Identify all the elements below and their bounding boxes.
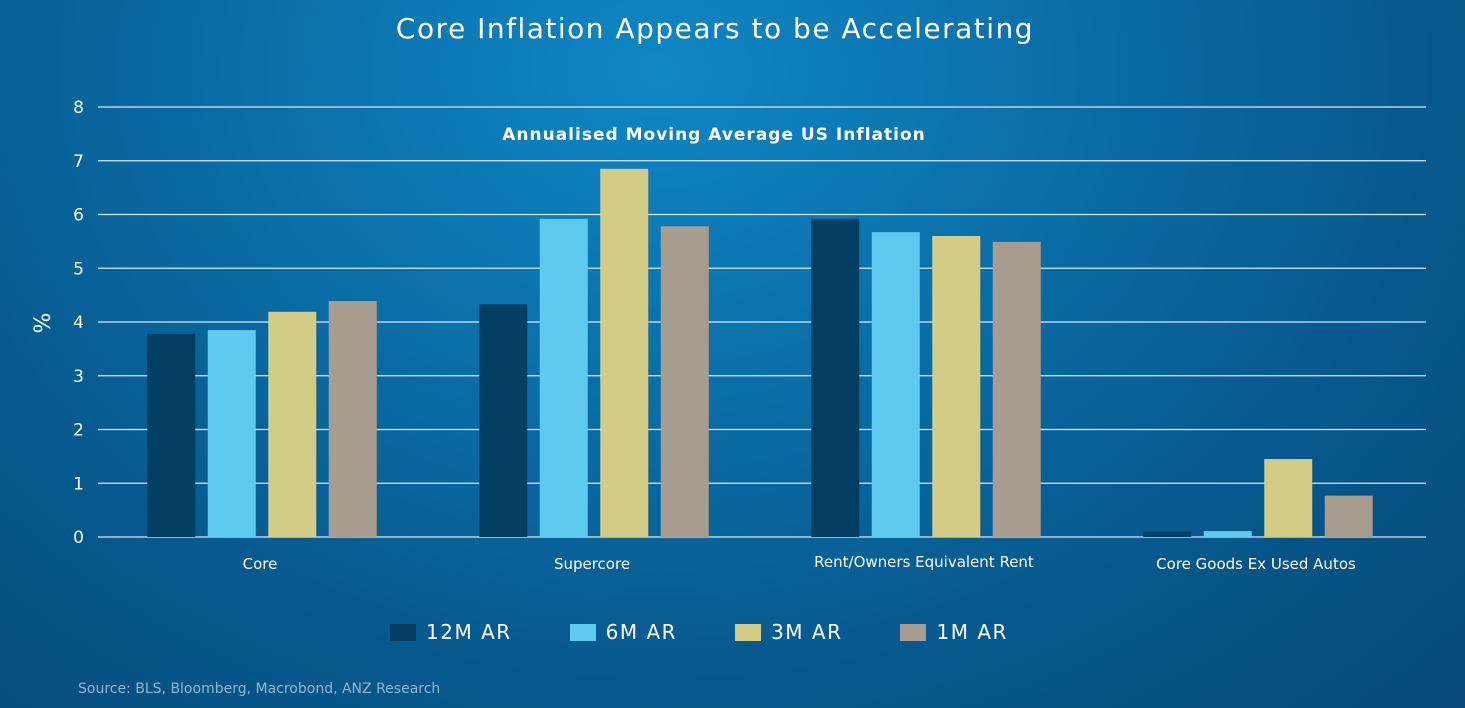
bar-6m-ar — [1203, 531, 1252, 537]
category-label: Core Goods Ex Used Autos — [1156, 555, 1356, 573]
y-tick-label: 8 — [73, 98, 84, 118]
bar-6m-ar — [871, 232, 920, 538]
legend-item: 3M AR — [735, 620, 842, 644]
y-tick-label: 2 — [73, 421, 84, 441]
legend-label: 3M AR — [771, 620, 843, 644]
y-tick-label: 1 — [73, 474, 84, 494]
legend: 12M AR 6M AR 3M AR 1M AR — [390, 620, 1066, 644]
legend-item: 1M AR — [900, 620, 1007, 644]
bar-3m-ar — [268, 311, 317, 537]
legend-swatch — [390, 623, 416, 641]
category-label: Supercore — [554, 555, 630, 573]
y-tick-label: 3 — [73, 367, 84, 387]
y-tick-label: 5 — [73, 259, 84, 279]
legend-label: 6M AR — [605, 620, 678, 644]
y-tick-label: 7 — [73, 152, 84, 172]
legend-swatch — [900, 623, 927, 641]
bar-1m-ar — [660, 226, 709, 537]
bar-12m-ar — [147, 333, 196, 537]
grid-lines — [98, 106, 1426, 538]
bar-12m-ar — [811, 218, 860, 538]
bar-3m-ar — [600, 168, 649, 537]
page-title: Core Inflation Appears to be Acceleratin… — [395, 12, 1035, 45]
bar-3m-ar — [932, 236, 981, 537]
bar-6m-ar — [207, 330, 256, 537]
category-labels: Core Supercore Rent/Owners Equivalent Rent… — [243, 553, 1356, 573]
legend-swatch — [569, 623, 596, 641]
bars — [147, 168, 1373, 538]
source-note: Source: BLS, Bloomberg, Macrobond, ANZ R… — [78, 681, 441, 697]
bar-6m-ar — [539, 218, 588, 538]
chart-subtitle: Annualised Moving Average US Inflation — [502, 125, 925, 145]
y-tick-label: 0 — [73, 528, 84, 548]
legend-swatch — [735, 623, 762, 641]
bar-3m-ar — [1264, 459, 1313, 537]
bar-12m-ar — [1143, 531, 1192, 537]
legend-label: 1M AR — [936, 620, 1008, 644]
legend-label: 12M AR — [426, 620, 512, 644]
legend-item: 12M AR — [390, 620, 512, 644]
category-label: Rent/Owners Equivalent Rent — [814, 553, 1034, 571]
y-axis-label: % — [31, 313, 56, 334]
bar-1m-ar — [328, 301, 377, 537]
bar-1m-ar — [1324, 495, 1373, 537]
y-tick-label: 4 — [73, 313, 84, 333]
y-tick-label: 6 — [73, 206, 84, 226]
bar-1m-ar — [992, 241, 1041, 537]
legend-item: 6M AR — [569, 620, 678, 644]
bar-12m-ar — [479, 304, 528, 537]
category-label: Core — [243, 555, 278, 573]
y-axis-ticks: 0 1 2 3 4 5 6 7 8 — [73, 98, 84, 548]
